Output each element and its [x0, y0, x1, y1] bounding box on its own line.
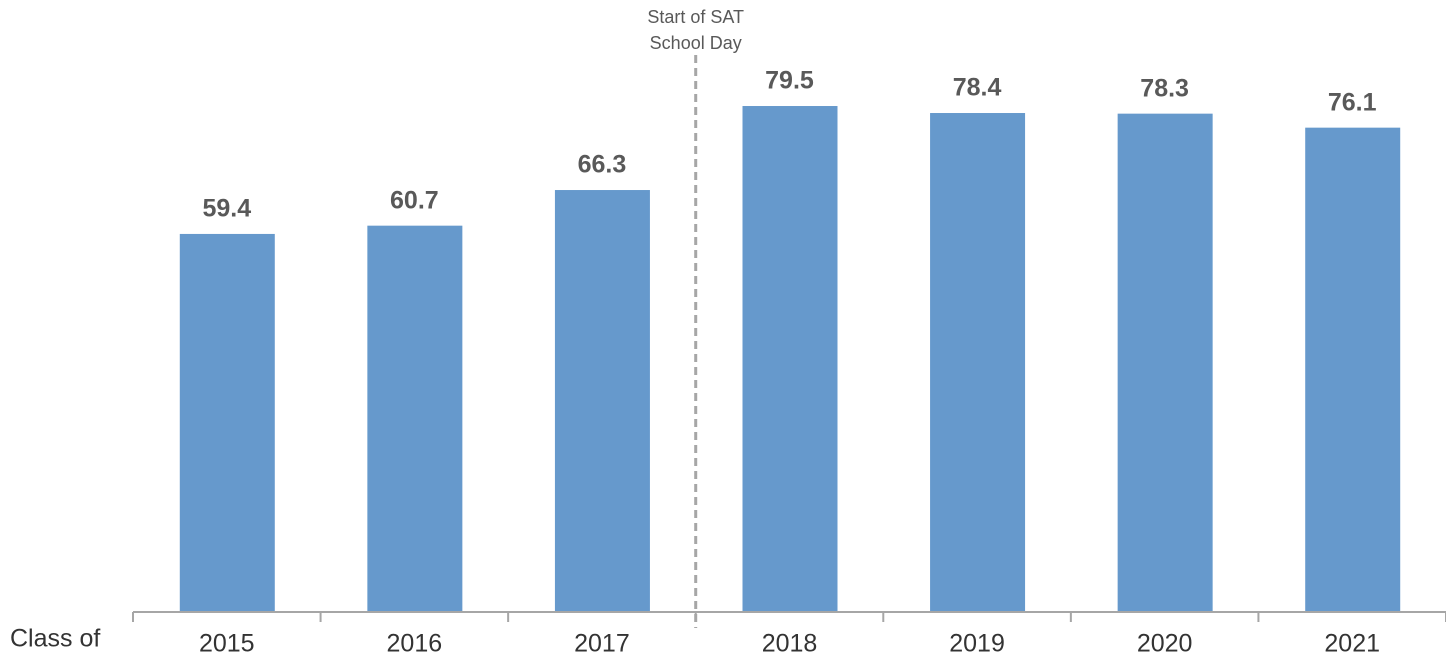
bar [1117, 113, 1213, 612]
x-tick-label: 2019 [949, 630, 1005, 658]
data-label: 79.5 [765, 67, 814, 95]
x-tick-label: 2018 [762, 630, 818, 658]
data-label: 66.3 [578, 151, 627, 179]
x-tick-label: 2015 [199, 630, 255, 658]
data-label: 78.3 [1140, 74, 1189, 102]
data-label: 59.4 [202, 195, 251, 223]
data-label: 78.4 [953, 74, 1002, 102]
annotation: Start of SAT [647, 7, 744, 27]
x-axis-label: Class of [10, 625, 100, 653]
bar [554, 190, 650, 612]
data-label: 60.7 [390, 186, 439, 214]
x-tick-label: 2021 [1324, 630, 1380, 658]
annotation: School Day [650, 33, 742, 53]
data-label: 76.1 [1328, 88, 1377, 116]
x-tick-label: 2017 [574, 630, 630, 658]
bar [179, 233, 275, 612]
bar [930, 113, 1026, 613]
x-tick-label: 2016 [387, 630, 443, 658]
bar [367, 225, 463, 612]
bar [1305, 127, 1401, 612]
x-tick-label: 2020 [1137, 630, 1193, 658]
bar [742, 106, 838, 612]
